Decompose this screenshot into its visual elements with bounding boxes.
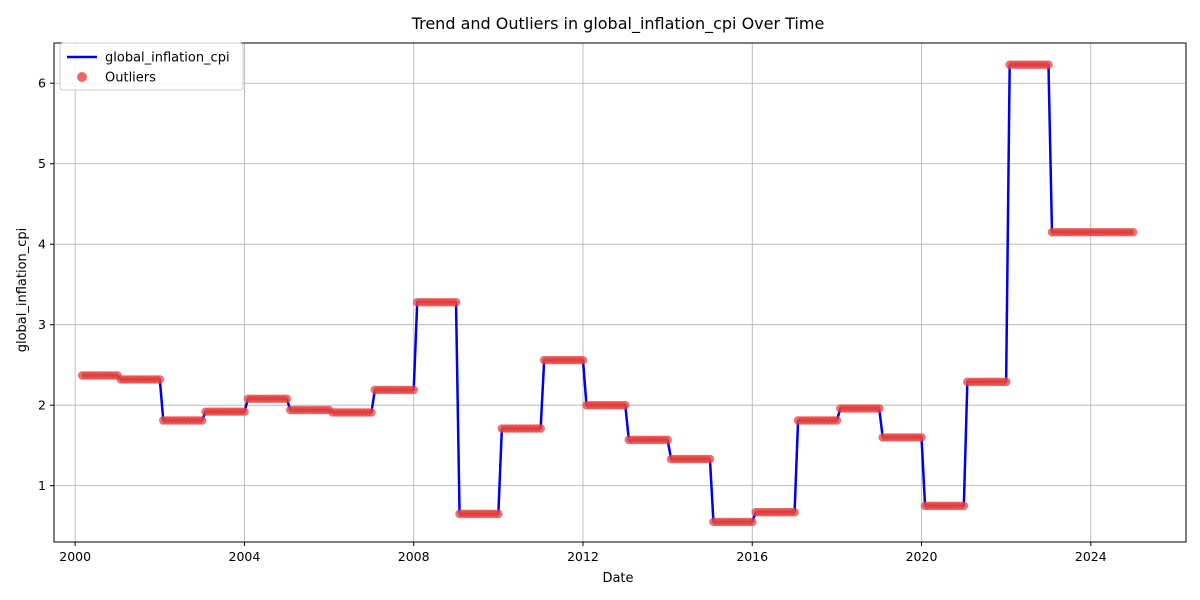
y-tick-label: 2 — [38, 398, 46, 413]
x-tick-label: 2024 — [1075, 549, 1107, 564]
outlier-point — [578, 355, 588, 365]
outlier-point — [1044, 60, 1053, 70]
y-tick-label: 5 — [38, 156, 46, 171]
outlier-point — [197, 416, 207, 425]
axis-ticks: 2000 2004 2008 2012 2016 2020 2024 1 2 3 4 5 6 — [38, 76, 1107, 564]
outlier-point — [663, 435, 672, 445]
y-tick-label: 1 — [38, 478, 46, 493]
y-tick-label: 4 — [38, 237, 46, 252]
x-tick-label: 2008 — [398, 549, 430, 564]
outlier-point — [536, 424, 545, 433]
x-tick-label: 2016 — [736, 549, 768, 564]
plot-frame — [53, 42, 1187, 543]
outlier-point — [282, 394, 292, 404]
grid — [54, 43, 1186, 542]
outlier-point — [1128, 227, 1138, 237]
outlier-point — [917, 433, 926, 442]
outlier-point — [790, 507, 799, 517]
outlier-point — [240, 407, 249, 416]
x-axis-label: Date — [602, 571, 633, 586]
outlier-point — [409, 385, 419, 395]
legend: global_inflation_cpi Outliers — [59, 42, 244, 91]
legend-label-line: global_inflation_cpi — [105, 51, 230, 66]
y-axis-label: global_inflation_cpi — [15, 228, 30, 353]
legend-label-outliers: Outliers — [105, 71, 156, 86]
x-tick-label: 2020 — [906, 549, 938, 564]
outlier-points-layer — [77, 60, 1138, 527]
outlier-point — [959, 501, 969, 511]
outlier-point — [494, 509, 503, 519]
outlier-point — [1001, 377, 1011, 387]
outlier-point — [451, 297, 461, 307]
legend-point-swatch — [77, 72, 87, 82]
chart-title: Trend and Outliers in global_inflation_c… — [411, 14, 825, 34]
outlier-point — [367, 408, 376, 417]
outlier-point — [874, 404, 884, 413]
outlier-point — [832, 416, 842, 425]
x-tick-label: 2012 — [567, 549, 599, 564]
outlier-point — [747, 517, 757, 527]
x-tick-label: 2000 — [59, 549, 91, 564]
outlier-point — [155, 375, 165, 384]
legend-box — [59, 42, 244, 91]
outlier-point — [620, 400, 630, 410]
y-tick-label: 3 — [38, 317, 46, 332]
x-tick-label: 2004 — [229, 549, 261, 564]
y-tick-label: 6 — [38, 76, 46, 91]
outlier-point — [705, 454, 715, 464]
